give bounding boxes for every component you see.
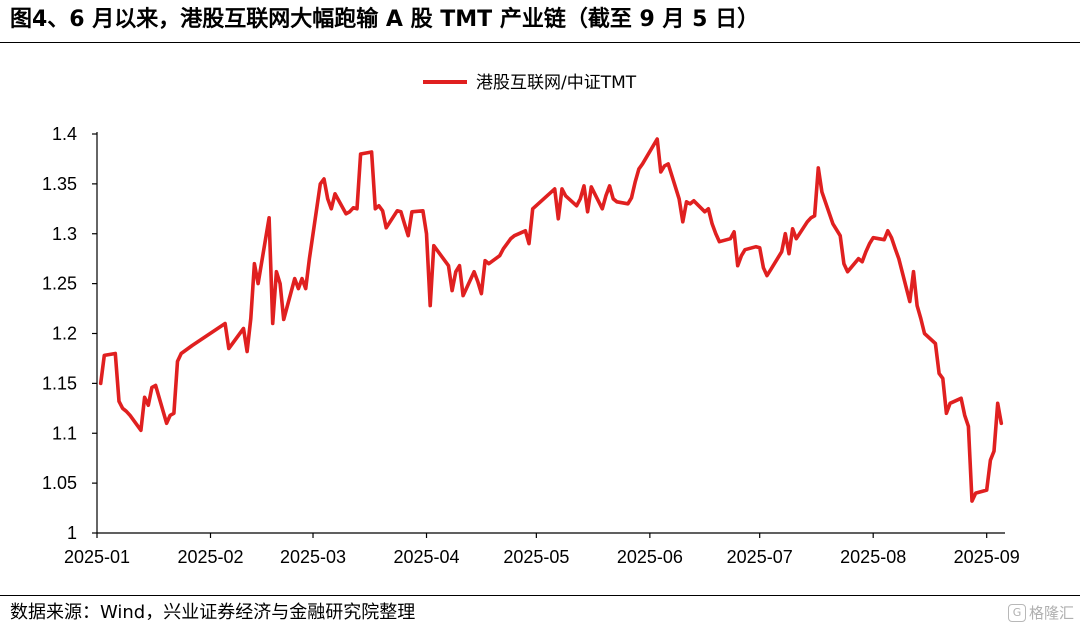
- y-tick-label: 1.3: [52, 224, 77, 244]
- y-tick-label: 1.15: [42, 373, 77, 393]
- x-tick-label: 2025-08: [840, 547, 906, 567]
- x-axis: 2025-01 2025-02 2025-03 2025-04 2025-05 2025-…: [64, 532, 1020, 567]
- y-tick-label: 1.2: [52, 324, 77, 344]
- x-tick-label: 2025-02: [177, 547, 243, 567]
- title-divider: [0, 42, 1080, 43]
- x-tick-label: 2025-03: [280, 547, 346, 567]
- x-tick-label: 2025-05: [503, 547, 569, 567]
- y-tick-label: 1.4: [52, 124, 77, 144]
- y-tick-label: 1.1: [52, 423, 77, 443]
- y-tick-label: 1.25: [42, 274, 77, 294]
- plot-area: [98, 137, 1004, 503]
- watermark: G 格隆汇: [1007, 602, 1074, 623]
- source-note: 数据来源：Wind，兴业证券经济与金融研究院整理: [10, 602, 416, 623]
- x-tick-label: 2025-09: [954, 547, 1020, 567]
- watermark-logo-icon: G: [1007, 603, 1026, 622]
- y-axis: 1 1.05 1.1 1.15 1.2 1.25 1.3 1.35 1.4: [42, 124, 98, 543]
- legend-label: 港股互联网/中证TMT: [476, 73, 637, 93]
- series-line: [98, 137, 1004, 503]
- x-tick-label: 2025-01: [64, 547, 130, 567]
- x-tick-label: 2025-04: [393, 547, 459, 567]
- line-chart: 港股互联网/中证TMT 1 1.05 1.1 1.15 1.2 1.25 1.3 1.35 1.…: [42, 73, 1020, 567]
- page-title: 图4、6 月以来，港股互联网大幅跑输 A 股 TMT 产业链（截至 9 月 5 …: [10, 7, 760, 32]
- y-tick-label: 1.35: [42, 174, 77, 194]
- y-tick-label: 1: [67, 523, 77, 543]
- y-tick-label: 1.05: [42, 473, 77, 493]
- watermark-text: 格隆汇: [1028, 604, 1074, 622]
- x-tick-label: 2025-07: [727, 547, 793, 567]
- footer-divider: [0, 595, 1080, 596]
- legend: 港股互联网/中证TMT: [423, 73, 637, 93]
- x-tick-label: 2025-06: [617, 547, 683, 567]
